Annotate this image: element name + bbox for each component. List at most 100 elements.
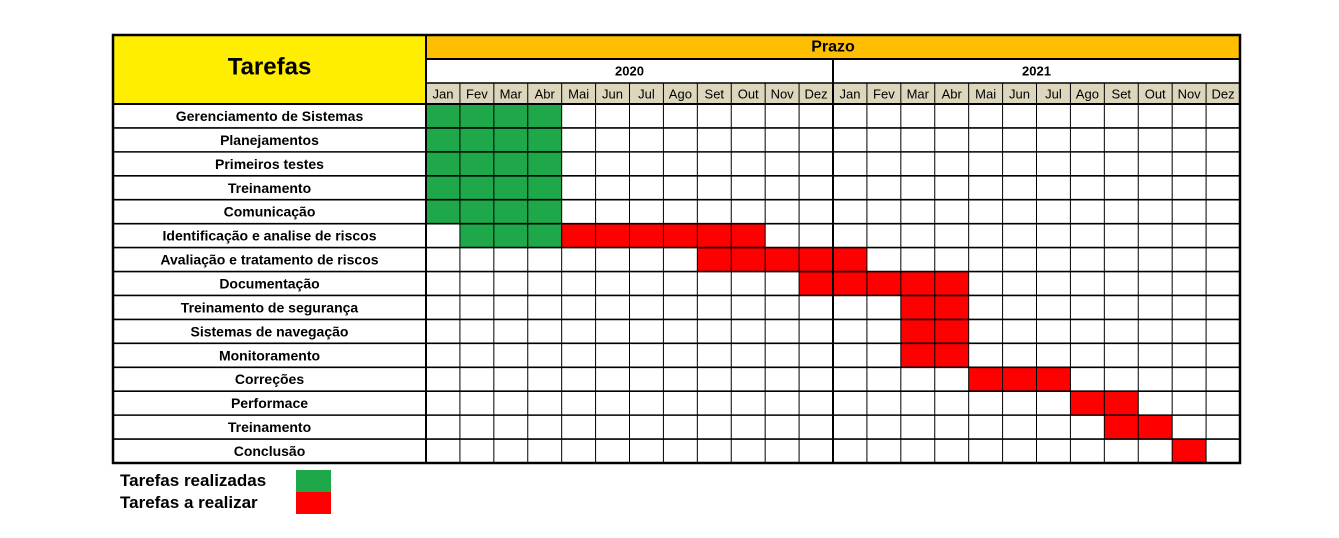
task-bar-done <box>527 223 562 248</box>
task-bar-done <box>426 127 460 152</box>
task-bar-todo <box>629 223 664 248</box>
task-bar-done <box>426 151 460 176</box>
task-bar-todo <box>900 295 935 320</box>
month-label: Mar <box>500 87 523 102</box>
task-bar-done <box>459 175 494 200</box>
task-bar-todo <box>1104 391 1139 416</box>
month-label: Jan <box>432 87 453 102</box>
task-label: Sistemas de navegação <box>191 323 349 339</box>
task-bar-todo <box>731 247 766 272</box>
task-bar-todo <box>765 247 800 272</box>
legend-label-todo: Tarefas a realizar <box>120 493 258 512</box>
task-bar-todo <box>1138 415 1173 440</box>
task-bar-done <box>493 175 528 200</box>
task-bar-done <box>426 175 460 200</box>
task-bar-done <box>493 223 528 248</box>
month-label: Nov <box>1178 87 1202 102</box>
task-label: Documentação <box>219 276 319 292</box>
task-bar-todo <box>731 223 766 248</box>
task-bar-todo <box>697 247 732 272</box>
task-bar-todo <box>934 271 969 296</box>
legend-label-done: Tarefas realizadas <box>120 471 267 490</box>
task-bar-done <box>527 104 562 128</box>
month-label: Set <box>1112 87 1132 102</box>
task-bar-todo <box>934 319 969 344</box>
month-label: Abr <box>942 87 963 102</box>
task-bar-todo <box>900 271 935 296</box>
task-bar-done <box>527 151 562 176</box>
task-bar-todo <box>799 271 833 296</box>
task-bar-todo <box>833 247 867 272</box>
task-bar-done <box>493 151 528 176</box>
task-bar-todo <box>799 247 833 272</box>
task-label: Performace <box>231 395 308 411</box>
task-label: Monitoramento <box>219 347 320 363</box>
month-label: Jun <box>1009 87 1030 102</box>
chart-title: Prazo <box>811 39 855 56</box>
task-label: Treinamento <box>228 180 311 196</box>
legend-swatch-done <box>296 470 331 492</box>
task-bar-todo <box>968 367 1003 392</box>
month-label: Fev <box>466 87 488 102</box>
task-bar-done <box>493 127 528 152</box>
task-label: Primeiros testes <box>215 156 324 172</box>
task-label: Gerenciamento de Sistemas <box>176 108 364 124</box>
month-label: Out <box>738 87 759 102</box>
month-label: Mai <box>568 87 589 102</box>
task-bar-done <box>527 127 562 152</box>
task-bar-done <box>527 199 562 224</box>
legend-swatch-todo <box>296 492 331 514</box>
month-label: Ago <box>1076 87 1099 102</box>
legend-item-todo: Tarefas a realizar <box>120 492 331 514</box>
year-label: 2021 <box>1022 64 1051 79</box>
month-label: Out <box>1145 87 1166 102</box>
task-bar-todo <box>900 343 935 368</box>
month-label: Dez <box>1211 87 1234 102</box>
task-bar-done <box>426 199 460 224</box>
task-label: Treinamento <box>228 419 311 435</box>
chart-border <box>111 33 1242 465</box>
task-bar-todo <box>663 223 698 248</box>
task-bar-todo <box>934 343 969 368</box>
month-label: Mai <box>975 87 996 102</box>
month-label: Jun <box>602 87 623 102</box>
task-label: Correções <box>235 371 304 387</box>
task-bar-todo <box>934 295 969 320</box>
month-label: Jul <box>1045 87 1062 102</box>
month-label: Jan <box>839 87 860 102</box>
month-label: Set <box>705 87 725 102</box>
task-bar-todo <box>866 271 901 296</box>
task-bar-done <box>493 104 528 128</box>
task-bar-done <box>459 223 494 248</box>
task-bar-todo <box>833 271 867 296</box>
legend: Tarefas realizadas Tarefas a realizar <box>120 470 331 514</box>
month-label: Jul <box>638 87 655 102</box>
task-bar-todo <box>1172 439 1207 463</box>
month-label: Dez <box>804 87 827 102</box>
title-header-cell <box>426 35 1240 59</box>
month-label: Nov <box>771 87 795 102</box>
month-label: Abr <box>535 87 556 102</box>
month-label: Ago <box>669 87 692 102</box>
task-bar-todo <box>1002 367 1037 392</box>
task-bar-todo <box>1104 415 1139 440</box>
task-bar-todo <box>561 223 596 248</box>
legend-item-done: Tarefas realizadas <box>120 470 331 492</box>
task-bar-todo <box>1036 367 1071 392</box>
task-label: Treinamento de segurança <box>181 299 359 315</box>
task-bar-done <box>459 127 494 152</box>
task-label: Comunicação <box>224 204 316 220</box>
task-label: Avaliação e tratamento de riscos <box>160 252 378 268</box>
month-label: Mar <box>907 87 930 102</box>
task-header-label: Tarefas <box>228 54 312 81</box>
task-bar-done <box>426 104 460 128</box>
task-bar-done <box>527 175 562 200</box>
task-header-cell <box>113 35 426 104</box>
task-bar-todo <box>595 223 630 248</box>
task-bar-done <box>459 104 494 128</box>
task-label: Identificação e analise de riscos <box>163 228 377 244</box>
task-bar-todo <box>697 223 732 248</box>
year-label: 2020 <box>615 64 644 79</box>
task-bar-done <box>459 199 494 224</box>
